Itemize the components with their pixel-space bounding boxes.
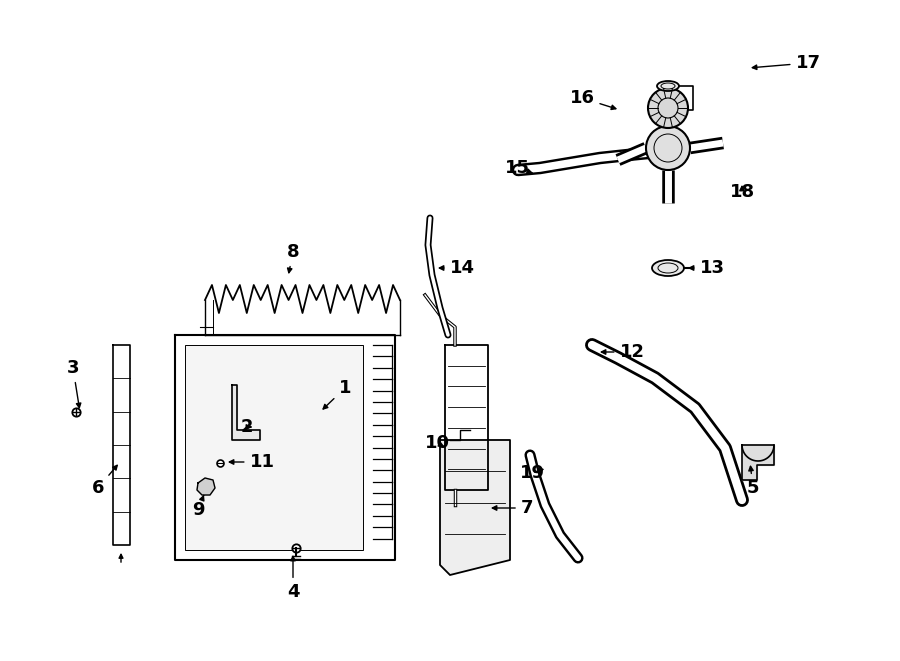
Circle shape: [648, 88, 688, 128]
Text: 2: 2: [241, 418, 253, 436]
Text: 16: 16: [570, 89, 616, 110]
Polygon shape: [197, 478, 215, 495]
Text: 17: 17: [752, 54, 821, 72]
Polygon shape: [440, 440, 510, 575]
Text: 15: 15: [505, 159, 533, 177]
Text: 12: 12: [601, 343, 644, 361]
Text: 14: 14: [439, 259, 474, 277]
Polygon shape: [742, 445, 774, 480]
Text: 10: 10: [425, 434, 449, 452]
Polygon shape: [232, 385, 260, 440]
Bar: [185, 345, 363, 550]
Text: 6: 6: [92, 465, 117, 497]
Text: 4: 4: [287, 557, 299, 601]
Circle shape: [646, 126, 690, 170]
Text: 5: 5: [747, 466, 760, 497]
Text: 3: 3: [67, 359, 81, 408]
Text: 19: 19: [519, 464, 544, 482]
Text: 8: 8: [287, 243, 300, 273]
Text: 9: 9: [192, 496, 204, 519]
Text: 18: 18: [729, 183, 754, 201]
Ellipse shape: [652, 260, 684, 276]
Ellipse shape: [657, 81, 679, 91]
Text: 11: 11: [230, 453, 274, 471]
Text: 13: 13: [689, 259, 724, 277]
Text: 7: 7: [492, 499, 533, 517]
Text: 1: 1: [323, 379, 351, 409]
